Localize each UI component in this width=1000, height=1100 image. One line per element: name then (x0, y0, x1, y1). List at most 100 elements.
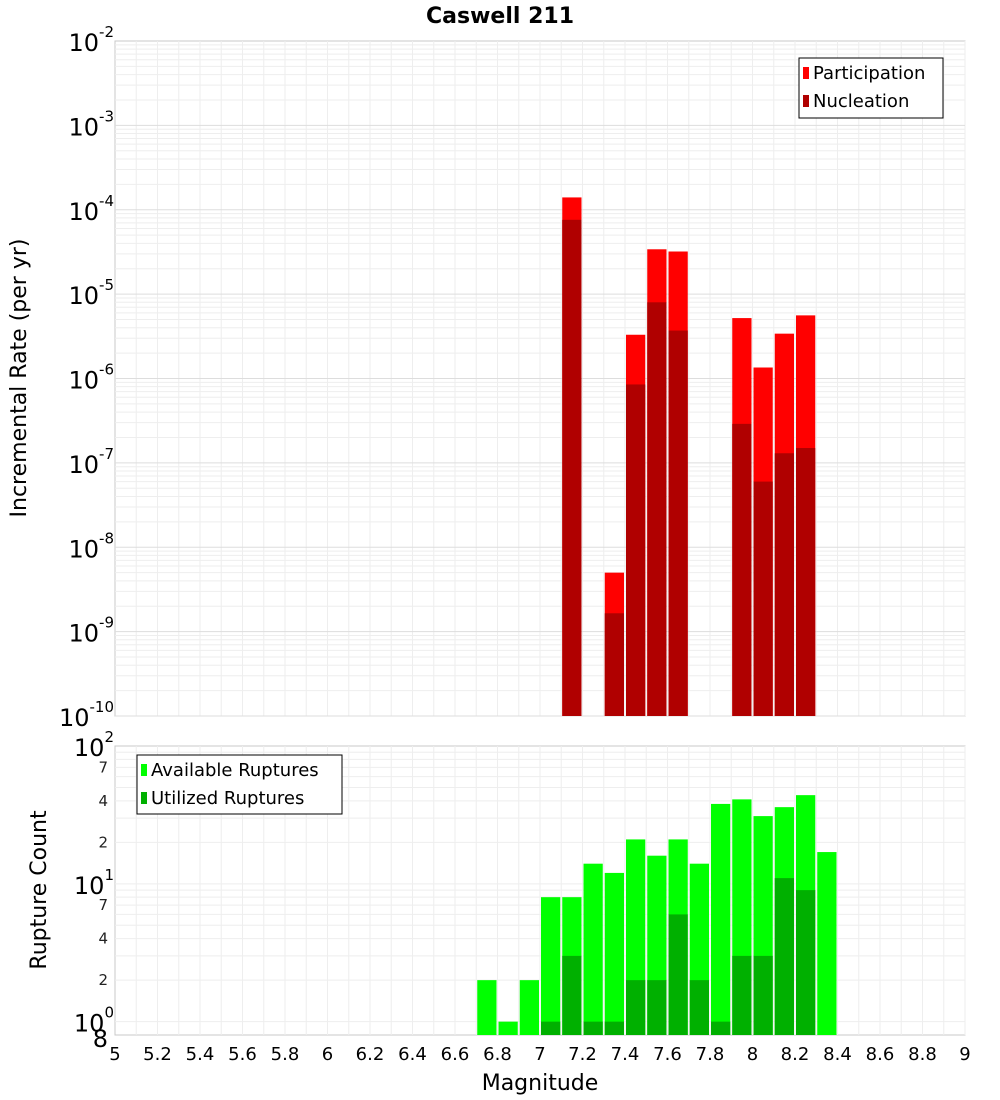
count-bar-a (711, 803, 731, 1035)
x-tick-label: 5.2 (143, 1044, 172, 1065)
count-bar-b (689, 980, 709, 1035)
y-minor-tick-label: 4 (98, 930, 108, 948)
y-tick-label: 10-7 (68, 445, 114, 479)
y-tick-label: 10-5 (68, 276, 114, 310)
count-bar-b (732, 955, 752, 1035)
count-bar-a (519, 980, 539, 1035)
rate-bar-b (774, 453, 794, 716)
y-tick-base: 10 (59, 704, 90, 732)
count-bar-b (774, 878, 794, 1035)
legend-swatch-utilized (141, 792, 147, 804)
y-tick-label: 101 (74, 866, 114, 900)
x-tick-label: 5.8 (271, 1044, 300, 1065)
count-bar-b (796, 890, 816, 1035)
count-bar-a (817, 852, 837, 1035)
y-tick-base: 10 (68, 535, 99, 563)
count-y-axis-title: Rupture Count (27, 810, 52, 970)
x-tick-label: 5.6 (228, 1044, 257, 1065)
x-tick-label: 7.2 (568, 1044, 597, 1065)
legend-swatch-available (141, 764, 147, 776)
x-tick-label: 6.4 (398, 1044, 427, 1065)
count-bar-b (562, 955, 582, 1035)
y-tick-base: 10 (74, 734, 105, 762)
rate-bar-b (626, 384, 646, 716)
x-tick-label: 7.4 (611, 1044, 640, 1065)
count-bar-b (753, 955, 773, 1035)
x-tick-label: 5.4 (186, 1044, 215, 1065)
y-tick-label: 10-3 (68, 107, 114, 141)
y-tick-exponent: -4 (99, 192, 114, 210)
y-tick-exponent: -8 (99, 529, 114, 547)
count-bar-b (583, 1021, 603, 1035)
x-tick-label: 6.6 (441, 1044, 470, 1065)
x-tick-label: 8 (747, 1044, 758, 1065)
x-tick-label: 7 (534, 1044, 545, 1065)
y-minor-tick-label: 2 (98, 971, 108, 989)
x-tick-label: 8.8 (908, 1044, 937, 1065)
count-bar-b (604, 1021, 624, 1035)
y-tick-exponent: 1 (104, 866, 114, 884)
rate-bar-b (796, 448, 816, 716)
count-bar-a (498, 1021, 518, 1035)
y-tick-label: 10-2 (68, 23, 114, 57)
x-tick-label: 5 (109, 1044, 120, 1065)
legend-label-nucleation: Nucleation (813, 91, 909, 112)
y-tick-label: 10-6 (68, 361, 114, 395)
chart-title: Caswell 211 (426, 4, 574, 29)
rate-bar-b (668, 330, 688, 716)
legend-label-available: Available Ruptures (151, 760, 319, 781)
y-tick-exponent: -7 (99, 445, 114, 463)
x-tick-label: 8.6 (866, 1044, 895, 1065)
rate-bar-b (732, 423, 752, 716)
rate-bar-b (753, 481, 773, 716)
y-minor-tick-label: 7 (98, 758, 108, 776)
y-tick-base: 10 (68, 282, 99, 310)
count-bar-b (626, 980, 646, 1035)
y-minor-tick-label: 7 (98, 896, 108, 914)
legend-label-participation: Participation (813, 63, 925, 84)
count-bar-b (647, 980, 667, 1035)
y-minor-tick-label: 8 (93, 1025, 108, 1053)
y-tick-exponent: -6 (99, 361, 114, 379)
y-tick-base: 10 (74, 872, 105, 900)
x-tick-label: 6.2 (356, 1044, 385, 1065)
y-tick-label: 10-10 (59, 698, 114, 732)
rate-bars (562, 197, 816, 717)
x-axis-ticks: 5 5.2 5.4 5.6 5.8 6 6.2 6.4 6.6 6.8 7 7.2 7.4 7.6 7.8 8… (109, 1044, 970, 1065)
y-tick-base: 10 (68, 29, 99, 57)
y-tick-base: 10 (68, 620, 99, 648)
y-tick-exponent: -10 (90, 698, 115, 716)
x-tick-label: 9 (959, 1044, 970, 1065)
count-bar-b (711, 1021, 731, 1035)
count-legend: Available Ruptures Utilized Ruptures (136, 754, 343, 815)
y-tick-exponent: 2 (104, 728, 114, 746)
y-tick-label: 10-4 (68, 192, 114, 226)
y-tick-base: 10 (68, 198, 99, 226)
y-tick-label: 102 (74, 728, 114, 762)
y-minor-tick-label: 2 (98, 833, 108, 851)
rate-bar-b (562, 219, 582, 717)
y-tick-label: 10-9 (68, 614, 114, 648)
x-tick-label: 6 (322, 1044, 333, 1065)
count-bars (477, 795, 837, 1035)
rate-legend: Participation Nucleation (798, 57, 944, 119)
x-axis-title: Magnitude (482, 1071, 599, 1096)
rate-bar-b (647, 302, 667, 716)
rate-y-axis-title: Incremental Rate (per yr) (7, 239, 32, 518)
count-bar-a (583, 863, 603, 1035)
x-tick-label: 7.6 (653, 1044, 682, 1065)
y-tick-exponent: -5 (99, 276, 114, 294)
x-tick-label: 8.2 (781, 1044, 810, 1065)
y-tick-exponent: 0 (104, 1004, 114, 1022)
y-tick-exponent: -9 (99, 614, 114, 632)
y-tick-label: 100 (74, 1004, 114, 1038)
y-minor-tick-label: 4 (98, 792, 108, 810)
y-tick-label: 10-8 (68, 529, 114, 563)
count-bar-b (668, 914, 688, 1035)
y-tick-exponent: -2 (99, 23, 114, 41)
rate-bar-b (604, 613, 624, 716)
legend-label-utilized: Utilized Ruptures (151, 788, 304, 809)
rate-grid (115, 41, 966, 717)
